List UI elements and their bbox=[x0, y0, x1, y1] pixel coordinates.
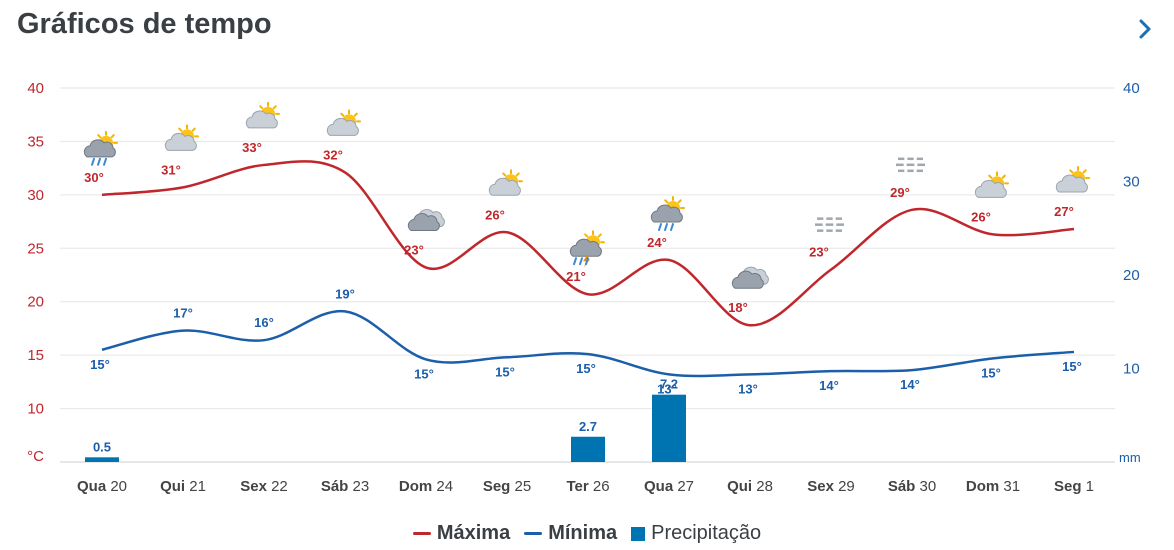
x-axis-tick: Qui 28 bbox=[727, 478, 773, 495]
min-label: 13° bbox=[657, 381, 677, 396]
fog-icon bbox=[815, 217, 844, 232]
max-series-line bbox=[101, 160, 1075, 327]
x-axis-tick: Sex 29 bbox=[807, 478, 855, 495]
chevron-right-icon bbox=[1139, 19, 1151, 39]
max-label: 23° bbox=[404, 243, 424, 258]
precip-label: 0.5 bbox=[93, 439, 111, 454]
legend-item-max[interactable]: Máxima bbox=[412, 522, 511, 545]
cloud-icon bbox=[407, 209, 445, 232]
sun-cloud-storm-icon bbox=[569, 230, 605, 268]
min-label: 15° bbox=[414, 366, 434, 381]
left-axis-tick: 15 bbox=[27, 347, 44, 364]
legend-min-swatch bbox=[524, 532, 543, 535]
precip-bar bbox=[571, 436, 605, 462]
max-label: 29° bbox=[890, 185, 910, 200]
min-label: 14° bbox=[819, 378, 839, 393]
x-axis-tick: Seg 25 bbox=[483, 478, 531, 495]
left-axis-tick: 25 bbox=[27, 240, 44, 257]
x-axis-tick: Ter 26 bbox=[566, 478, 609, 495]
sun-cloud-icon bbox=[488, 169, 523, 196]
precip-label: 7.2 bbox=[660, 377, 678, 392]
min-label: 17° bbox=[173, 306, 193, 321]
x-axis-tick: Sáb 23 bbox=[321, 478, 369, 495]
next-button[interactable] bbox=[1130, 12, 1160, 46]
legend-max-swatch bbox=[412, 532, 431, 535]
fog-icon bbox=[896, 157, 925, 173]
left-axis-unit: °C bbox=[27, 448, 44, 465]
sun-cloud-icon bbox=[326, 109, 361, 136]
precip-bar bbox=[85, 457, 119, 462]
left-axis-tick: 10 bbox=[27, 401, 44, 418]
min-label: 13° bbox=[738, 381, 758, 396]
legend-item-min[interactable]: Mínima bbox=[524, 522, 617, 545]
max-label: 32° bbox=[323, 147, 343, 162]
precip-bar bbox=[652, 394, 686, 462]
page-title: Gráficos de tempo bbox=[17, 8, 272, 40]
min-label: 15° bbox=[576, 361, 596, 376]
legend-precip-label: Precipitação bbox=[651, 522, 762, 544]
precip-label: 2.7 bbox=[579, 419, 597, 434]
min-series-line bbox=[101, 310, 1075, 378]
x-axis-tick: Seg 1 bbox=[1054, 478, 1094, 495]
max-label: 26° bbox=[971, 209, 991, 224]
max-label: 21° bbox=[566, 269, 586, 284]
right-axis-unit: mm bbox=[1119, 450, 1141, 465]
x-axis-tick: Qui 21 bbox=[160, 478, 206, 495]
right-axis-tick: 30 bbox=[1123, 174, 1140, 191]
min-label: 14° bbox=[900, 377, 920, 392]
legend-max-label: Máxima bbox=[436, 522, 511, 544]
min-label: 15° bbox=[981, 365, 1001, 380]
max-label: 26° bbox=[485, 207, 505, 222]
legend-precip-swatch bbox=[631, 526, 646, 541]
max-label: 30° bbox=[84, 170, 104, 185]
right-axis-tick: 20 bbox=[1123, 267, 1140, 284]
max-label: 27° bbox=[1054, 204, 1074, 219]
x-axis-tick: Qua 27 bbox=[644, 478, 694, 495]
left-axis-tick: 30 bbox=[27, 187, 44, 204]
x-axis-tick: Qua 20 bbox=[77, 478, 127, 495]
sun-cloud-icon bbox=[974, 171, 1009, 198]
min-label: 15° bbox=[90, 357, 110, 372]
x-axis-tick: Dom 24 bbox=[399, 478, 453, 495]
legend-item-precip[interactable]: Precipitação bbox=[631, 522, 761, 545]
chart-legend: Máxima Mínima Precipitação bbox=[0, 522, 1174, 545]
weather-chart: 10 15 20 25 30 35 40 °C 10 20 30 40 mm Qua 20 Qui 21 Se… bbox=[27, 80, 1141, 495]
max-label: 23° bbox=[809, 245, 829, 260]
max-label: 33° bbox=[242, 140, 262, 155]
max-label: 31° bbox=[161, 162, 181, 177]
legend-min-label: Mínima bbox=[548, 522, 618, 544]
x-axis-tick: Sex 22 bbox=[240, 478, 288, 495]
x-axis-tick: Dom 31 bbox=[966, 478, 1020, 495]
max-label: 24° bbox=[647, 235, 667, 250]
x-axis-tick: Sáb 30 bbox=[888, 478, 936, 495]
sun-cloud-icon bbox=[164, 124, 199, 151]
max-label: 18° bbox=[728, 300, 748, 315]
left-axis-tick: 40 bbox=[27, 80, 44, 97]
sun-cloud-rain-icon bbox=[650, 196, 685, 232]
right-axis-tick: 10 bbox=[1123, 361, 1140, 378]
sun-cloud-icon bbox=[245, 101, 280, 129]
left-axis-tick: 35 bbox=[27, 133, 44, 150]
sun-cloud-icon bbox=[1055, 166, 1090, 193]
right-axis-tick: 40 bbox=[1123, 80, 1140, 97]
min-label: 15° bbox=[495, 364, 515, 379]
left-axis-tick: 20 bbox=[27, 294, 44, 311]
min-label: 19° bbox=[335, 286, 355, 301]
min-label: 15° bbox=[1062, 359, 1082, 374]
min-label: 16° bbox=[254, 315, 274, 330]
cloud-icon bbox=[731, 266, 769, 289]
sun-cloud-rain-icon bbox=[83, 130, 118, 166]
